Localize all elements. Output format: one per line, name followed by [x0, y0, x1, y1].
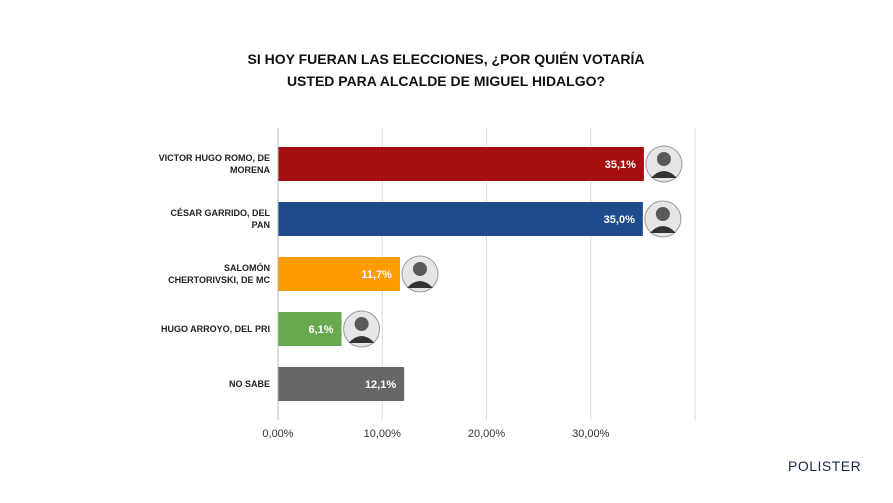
value-label: 11,7% [361, 269, 392, 281]
candidate-photo [644, 200, 682, 238]
photo-head [655, 207, 670, 221]
photo-body [348, 336, 375, 343]
category-label: HUGO ARROYO, DEL PRI [160, 324, 270, 334]
photo-head [354, 317, 369, 331]
category-label: VICTOR HUGO ROMO, DE MORENA [158, 153, 270, 175]
bar [278, 367, 405, 401]
logo: POLISTER [788, 458, 861, 474]
bar [278, 202, 643, 236]
photo-body [406, 281, 433, 288]
category-label: NO SABE [228, 379, 270, 389]
bar [278, 312, 342, 346]
value-label: 12,1% [365, 379, 396, 391]
bar [278, 257, 400, 291]
candidate-photo [645, 145, 683, 183]
category-label: CÉSAR GARRIDO, DEL PAN [170, 208, 270, 230]
photo-head [412, 262, 427, 276]
bar [278, 147, 644, 181]
category-label: SALOMÓN CHERTORIVSKI, DE MC [168, 263, 270, 285]
chart-title: SI HOY FUERAN LAS ELECCIONES, ¿POR QUIÉN… [247, 51, 645, 89]
photo-body [650, 171, 677, 178]
photo-body [649, 226, 676, 233]
x-tick-label: 30,00% [572, 428, 610, 440]
x-tick-label: 20,00% [468, 428, 506, 440]
x-tick-label: 0,00% [262, 428, 293, 440]
value-label: 35,1% [605, 159, 636, 171]
candidate-photo [343, 310, 381, 348]
logo-text: POLISTER [788, 458, 862, 474]
candidate-photo [401, 255, 439, 293]
value-label: 6,1% [309, 324, 334, 336]
x-tick-label: 10,00% [364, 428, 402, 440]
value-label: 35,0% [604, 214, 635, 226]
photo-head [656, 152, 671, 166]
